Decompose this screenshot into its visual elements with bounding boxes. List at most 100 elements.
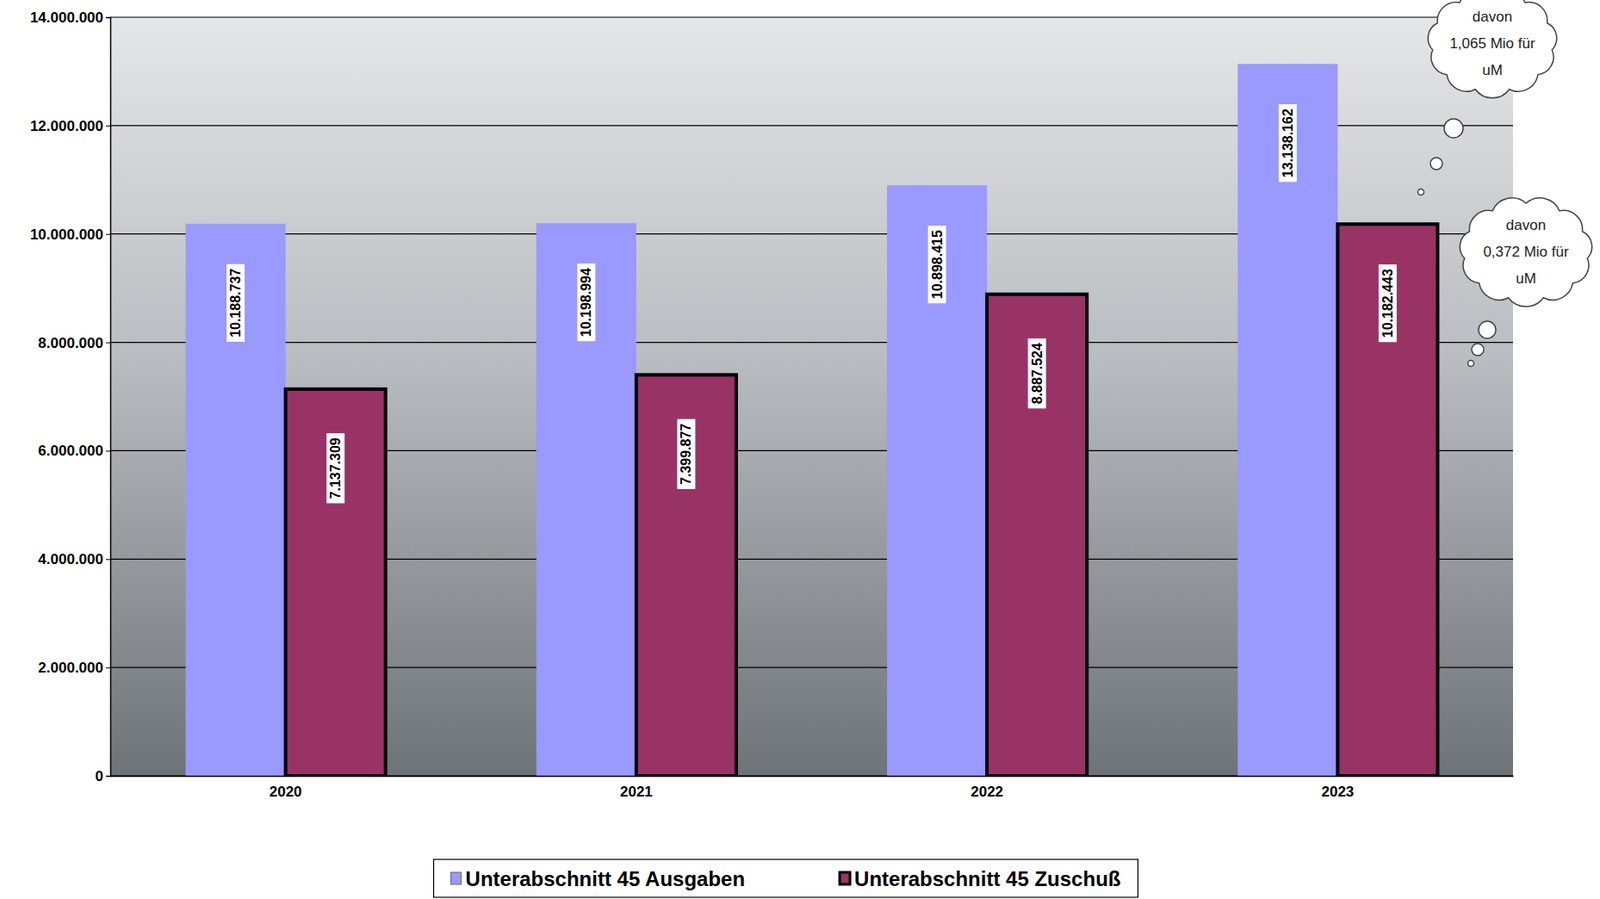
annotation-text: davon	[1472, 8, 1513, 25]
legend-label: Unterabschnitt 45 Ausgaben	[465, 867, 746, 891]
data-label: 10.182.443	[1380, 268, 1396, 338]
x-tick: 2020	[269, 775, 303, 800]
x-tick-label: 2022	[970, 783, 1004, 800]
y-tick-mark	[105, 234, 111, 236]
data-label: 10.898.415	[930, 229, 945, 299]
legend-item: Unterabschnitt 45 Ausgaben	[451, 867, 746, 891]
bar	[285, 389, 386, 776]
y-tick-label: 6.000.000	[37, 442, 104, 459]
data-label-box	[676, 419, 695, 490]
data-label-box	[928, 225, 947, 304]
x-tick: 2021	[620, 775, 653, 800]
y-tick-label: 8.000.000	[37, 334, 104, 352]
plot-background	[110, 17, 1514, 776]
y-tick: 14.000.000	[30, 9, 111, 26]
cloud-bubble	[1430, 157, 1443, 170]
y-tick: 10.000.000	[30, 226, 111, 243]
data-label-box	[1378, 264, 1397, 342]
data-label: 13.138.162	[1280, 108, 1296, 178]
annotation-cloud: davon 0,372 Mio für uM	[1459, 198, 1592, 367]
y-tick: 4.000.000	[37, 551, 111, 568]
y-tick-mark	[105, 450, 111, 452]
chart: 0 2.000.000 4.000.000 6.000.000 8.000.000 10.…	[0, 0, 1600, 899]
legend-item: Unterabschnitt 45 Zuschuß	[839, 867, 1121, 891]
x-tick-label: 2020	[269, 783, 303, 800]
y-tick-mark	[105, 125, 111, 127]
data-label: 7.137.309	[328, 437, 343, 499]
cloud-shape	[1427, 0, 1557, 99]
cloud-bubble	[1468, 360, 1475, 367]
data-label: 10.188.737	[228, 268, 243, 338]
y-tick: 2.000.000	[37, 659, 111, 676]
legend-swatch	[451, 872, 462, 885]
y-axis: 0 2.000.000 4.000.000 6.000.000 8.000.000 10.…	[30, 9, 112, 785]
bar	[186, 223, 286, 776]
data-labels: 10.188.737 10.198.994 10.898.415 13.138.162…	[226, 104, 1397, 503]
legend-box	[434, 859, 1139, 898]
data-label-group: 7.399.877	[676, 419, 695, 490]
y-tick-label: 4.000.000	[37, 551, 104, 568]
data-label-group: 8.887.524	[1028, 338, 1047, 409]
legend: Unterabschnitt 45 Ausgaben Unterabschnitt…	[434, 859, 1139, 898]
x-tick: 2023	[1320, 775, 1354, 800]
data-label: 10.198.994	[578, 267, 594, 337]
grid-line	[110, 16, 1514, 18]
y-tick-label: 0	[95, 768, 104, 785]
grid	[110, 17, 1514, 776]
y-tick-label: 2.000.000	[37, 659, 104, 676]
bar-series	[186, 63, 1339, 776]
annotation-text: uM	[1482, 62, 1503, 79]
cloud-bubble	[1444, 118, 1464, 138]
annotations: davon 1,065 Mio für uM davon 0,372 Mio für uM	[1418, 0, 1593, 367]
y-tick: 0	[95, 768, 111, 785]
y-tick: 8.000.000	[37, 334, 111, 352]
data-label-group: 7.137.309	[326, 433, 345, 503]
data-label-box	[1028, 338, 1047, 409]
cloud-bubble	[1471, 343, 1484, 356]
y-tick-mark	[105, 342, 111, 344]
data-label-group: 10.898.415	[928, 225, 947, 304]
bar	[1337, 223, 1438, 776]
annotation-text: uM	[1515, 270, 1537, 287]
legend-label: Unterabschnitt 45 Zuschuß	[854, 867, 1121, 891]
y-tick-label: 14.000.000	[30, 9, 104, 26]
data-label: 7.399.877	[678, 423, 694, 485]
x-axis-line	[111, 775, 1514, 778]
data-label-box	[326, 433, 345, 503]
legend-swatch	[839, 872, 850, 885]
bar	[636, 374, 737, 776]
y-axis-line	[105, 18, 112, 777]
y-tick-mark	[105, 775, 111, 777]
cloud-bubble	[1478, 321, 1496, 339]
bar	[536, 223, 637, 776]
bar	[986, 294, 1087, 776]
cloud-shape	[1459, 198, 1592, 307]
x-tick: 2022	[970, 775, 1004, 800]
bar	[1237, 63, 1338, 776]
y-tick-label: 10.000.000	[30, 226, 104, 243]
data-label-box	[1278, 104, 1297, 182]
data-label: 8.887.524	[1029, 342, 1045, 404]
bars	[186, 63, 1439, 776]
plot: 0 2.000.000 4.000.000 6.000.000 8.000.000 10.…	[30, 9, 1514, 800]
cloud-bubble	[1418, 189, 1425, 196]
data-label-group: 10.182.443	[1378, 264, 1397, 342]
y-tick: 6.000.000	[37, 442, 111, 459]
x-tick-label: 2021	[620, 783, 653, 800]
bar	[886, 185, 987, 776]
y-tick-label: 12.000.000	[30, 117, 104, 135]
data-label-box	[576, 263, 596, 342]
annotation-cloud: davon 1,065 Mio für uM	[1418, 0, 1557, 195]
x-axis: 2020 2021 2022 2023	[111, 775, 1514, 800]
y-tick-mark	[105, 667, 111, 669]
y-tick: 12.000.000	[30, 117, 111, 135]
annotation-text: davon	[1506, 217, 1546, 234]
data-label-group: 10.188.737	[226, 264, 245, 342]
data-label-group: 13.138.162	[1278, 104, 1297, 182]
y-tick-mark	[105, 17, 111, 19]
data-label-box	[226, 264, 245, 342]
y-tick-mark	[105, 558, 111, 560]
annotation-text: 1,065 Mio für	[1449, 35, 1536, 52]
annotation-text: 0,372 Mio für	[1482, 243, 1569, 261]
data-label-group: 10.198.994	[576, 263, 596, 342]
